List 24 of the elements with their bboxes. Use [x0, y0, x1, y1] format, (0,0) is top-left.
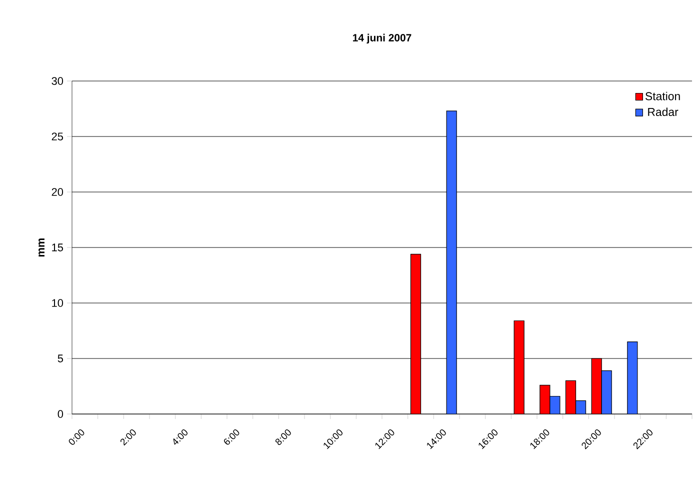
x-tick-label: 8:00	[275, 429, 291, 445]
y-tick-label: 10	[52, 299, 64, 307]
bar	[627, 342, 638, 414]
x-tick-label: 6:00	[224, 429, 240, 445]
y-tick-label: 25	[52, 132, 64, 140]
y-tick-label: 15	[52, 244, 64, 252]
y-tick-label: 0	[58, 410, 64, 418]
chart-title: 14 juni 2007	[353, 34, 412, 44]
y-tick-label: 20	[52, 188, 64, 196]
y-tick-label: 30	[52, 77, 64, 85]
bar	[410, 254, 422, 414]
bar	[565, 380, 576, 414]
x-tick-label: 0:00	[68, 429, 84, 445]
bar	[514, 320, 524, 414]
bar	[550, 396, 560, 414]
bar	[591, 358, 602, 414]
bar	[446, 110, 457, 414]
legend-label: Radar	[648, 108, 678, 116]
legend-label: Station	[645, 92, 680, 100]
y-tick-label: 5	[58, 354, 64, 362]
bar	[601, 370, 612, 414]
x-tick-label: 4:00	[173, 429, 188, 445]
bar	[540, 384, 550, 414]
y-axis-title: mm	[38, 238, 44, 257]
